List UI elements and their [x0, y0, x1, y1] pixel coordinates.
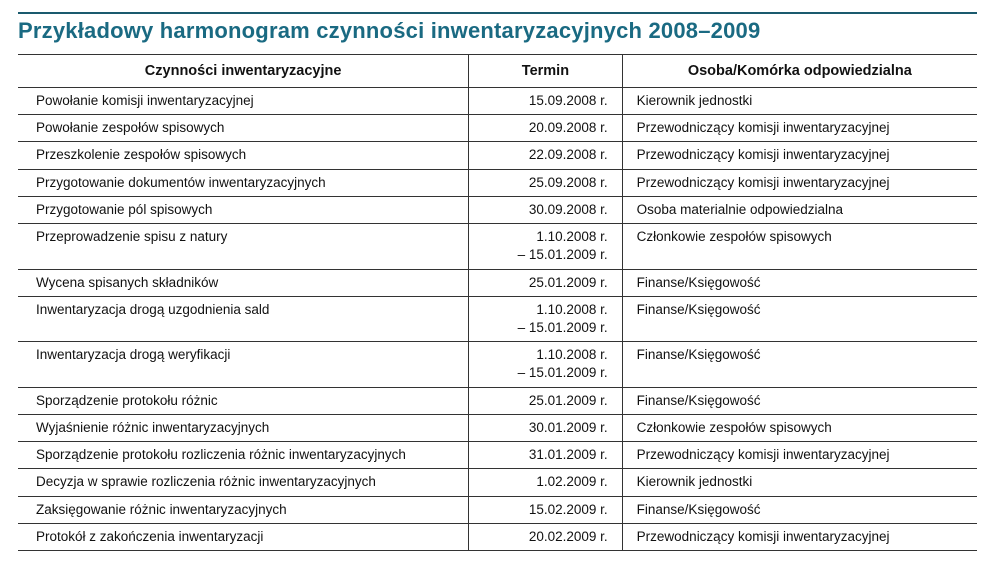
cell-deadline: 15.02.2009 r.	[469, 496, 622, 523]
cell-deadline: 15.09.2008 r.	[469, 88, 622, 115]
cell-responsible: Członkowie zespołów spisowych	[622, 224, 977, 269]
cell-deadline: 1.02.2009 r.	[469, 469, 622, 496]
cell-deadline: 25.09.2008 r.	[469, 169, 622, 196]
cell-responsible: Finanse/Księgowość	[622, 269, 977, 296]
cell-deadline: 20.02.2009 r.	[469, 523, 622, 550]
table-row: Przeszkolenie zespołów spisowych22.09.20…	[18, 142, 977, 169]
cell-deadline: 1.10.2008 r. – 15.01.2009 r.	[469, 296, 622, 341]
cell-responsible: Przewodniczący komisji inwentaryzacyjnej	[622, 115, 977, 142]
table-row: Sporządzenie protokołu różnic25.01.2009 …	[18, 387, 977, 414]
cell-activity: Decyzja w sprawie rozliczenia różnic inw…	[18, 469, 469, 496]
cell-responsible: Finanse/Księgowość	[622, 342, 977, 387]
cell-deadline: 30.01.2009 r.	[469, 414, 622, 441]
table-row: Przygotowanie dokumentów inwentaryzacyjn…	[18, 169, 977, 196]
cell-deadline: 20.09.2008 r.	[469, 115, 622, 142]
header-responsible: Osoba/Komórka odpowiedzialna	[622, 55, 977, 88]
cell-responsible: Przewodniczący komisji inwentaryzacyjnej	[622, 523, 977, 550]
cell-activity: Protokół z zakończenia inwentaryzacji	[18, 523, 469, 550]
table-row: Powołanie zespołów spisowych20.09.2008 r…	[18, 115, 977, 142]
table-row: Zaksięgowanie różnic inwentaryzacyjnych1…	[18, 496, 977, 523]
table-row: Decyzja w sprawie rozliczenia różnic inw…	[18, 469, 977, 496]
cell-responsible: Finanse/Księgowość	[622, 387, 977, 414]
cell-deadline: 25.01.2009 r.	[469, 269, 622, 296]
cell-responsible: Przewodniczący komisji inwentaryzacyjnej	[622, 169, 977, 196]
cell-activity: Sporządzenie protokołu rozliczenia różni…	[18, 442, 469, 469]
page-title: Przykładowy harmonogram czynności inwent…	[18, 18, 977, 44]
table-row: Wycena spisanych składników25.01.2009 r.…	[18, 269, 977, 296]
cell-responsible: Osoba materialnie odpowiedzialna	[622, 196, 977, 223]
table-row: Inwentaryzacja drogą uzgodnienia sald1.1…	[18, 296, 977, 341]
table-header-row: Czynności inwentaryzacyjne Termin Osoba/…	[18, 55, 977, 88]
cell-activity: Powołanie komisji inwentaryzacyjnej	[18, 88, 469, 115]
cell-activity: Przeprowadzenie spisu z natury	[18, 224, 469, 269]
table-body: Powołanie komisji inwentaryzacyjnej15.09…	[18, 88, 977, 551]
table-row: Przeprowadzenie spisu z natury1.10.2008 …	[18, 224, 977, 269]
cell-activity: Zaksięgowanie różnic inwentaryzacyjnych	[18, 496, 469, 523]
cell-activity: Przygotowanie pól spisowych	[18, 196, 469, 223]
table-row: Sporządzenie protokołu rozliczenia różni…	[18, 442, 977, 469]
table-row: Protokół z zakończenia inwentaryzacji20.…	[18, 523, 977, 550]
cell-responsible: Przewodniczący komisji inwentaryzacyjnej	[622, 142, 977, 169]
cell-deadline: 25.01.2009 r.	[469, 387, 622, 414]
cell-activity: Inwentaryzacja drogą uzgodnienia sald	[18, 296, 469, 341]
table-row: Przygotowanie pól spisowych30.09.2008 r.…	[18, 196, 977, 223]
cell-deadline: 22.09.2008 r.	[469, 142, 622, 169]
cell-responsible: Członkowie zespołów spisowych	[622, 414, 977, 441]
title-rule	[18, 12, 977, 14]
cell-responsible: Finanse/Księgowość	[622, 296, 977, 341]
cell-activity: Inwentaryzacja drogą weryfikacji	[18, 342, 469, 387]
header-deadline: Termin	[469, 55, 622, 88]
cell-activity: Wycena spisanych składników	[18, 269, 469, 296]
table-row: Powołanie komisji inwentaryzacyjnej15.09…	[18, 88, 977, 115]
cell-activity: Powołanie zespołów spisowych	[18, 115, 469, 142]
cell-activity: Przeszkolenie zespołów spisowych	[18, 142, 469, 169]
header-activity: Czynności inwentaryzacyjne	[18, 55, 469, 88]
cell-deadline: 1.10.2008 r. – 15.01.2009 r.	[469, 342, 622, 387]
cell-deadline: 1.10.2008 r. – 15.01.2009 r.	[469, 224, 622, 269]
cell-responsible: Przewodniczący komisji inwentaryzacyjnej	[622, 442, 977, 469]
cell-responsible: Kierownik jednostki	[622, 469, 977, 496]
cell-deadline: 30.09.2008 r.	[469, 196, 622, 223]
cell-deadline: 31.01.2009 r.	[469, 442, 622, 469]
table-row: Inwentaryzacja drogą weryfikacji1.10.200…	[18, 342, 977, 387]
cell-activity: Sporządzenie protokołu różnic	[18, 387, 469, 414]
cell-activity: Wyjaśnienie różnic inwentaryzacyjnych	[18, 414, 469, 441]
table-row: Wyjaśnienie różnic inwentaryzacyjnych30.…	[18, 414, 977, 441]
schedule-table: Czynności inwentaryzacyjne Termin Osoba/…	[18, 54, 977, 551]
cell-activity: Przygotowanie dokumentów inwentaryzacyjn…	[18, 169, 469, 196]
cell-responsible: Kierownik jednostki	[622, 88, 977, 115]
cell-responsible: Finanse/Księgowość	[622, 496, 977, 523]
